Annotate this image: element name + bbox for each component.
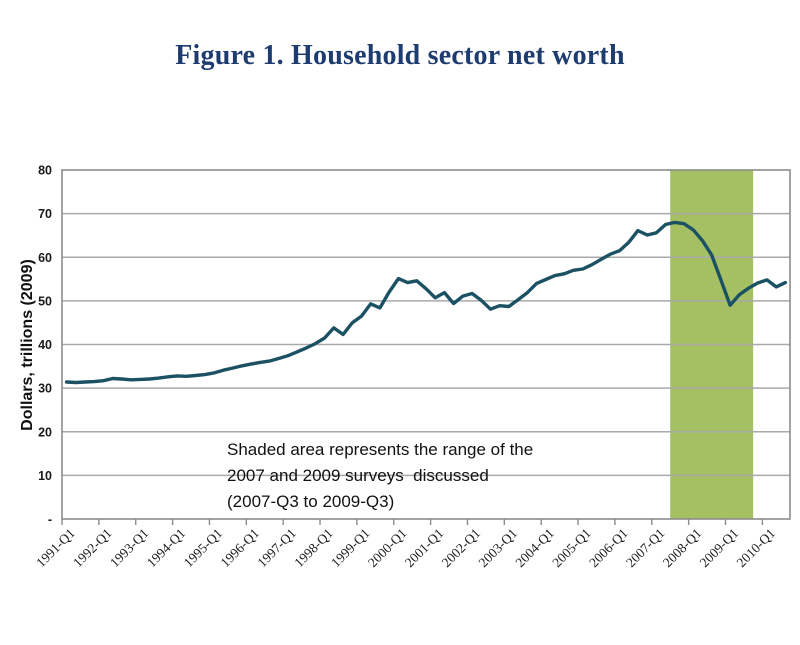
y-axis-title: Dollars, trillions (2009) bbox=[19, 259, 36, 431]
y-tick-label: 50 bbox=[38, 294, 52, 308]
x-tick-label: 2008-Q1 bbox=[660, 526, 705, 571]
shaded-area-annotation: Shaded area represents the range of the … bbox=[227, 440, 534, 511]
x-tick-label: 1994-Q1 bbox=[144, 526, 189, 571]
x-tick-label: 1992-Q1 bbox=[70, 526, 115, 571]
x-tick-label: 2002-Q1 bbox=[439, 526, 484, 571]
x-tick-label: 2005-Q1 bbox=[549, 526, 594, 571]
x-tick-label: 1991-Q1 bbox=[33, 526, 78, 571]
x-tick-label: 2009-Q1 bbox=[697, 526, 742, 571]
y-tick-label: 80 bbox=[38, 164, 52, 178]
y-tick-label: 30 bbox=[38, 382, 52, 396]
net-worth-line bbox=[64, 220, 788, 385]
x-tick-label: 2001-Q1 bbox=[402, 526, 447, 571]
x-tick-label: 1995-Q1 bbox=[181, 526, 226, 571]
y-tick-label: 20 bbox=[38, 425, 52, 439]
x-tick-label: 2004-Q1 bbox=[512, 526, 557, 571]
x-tick-label: 1993-Q1 bbox=[107, 526, 152, 571]
x-tick-label: 2007-Q1 bbox=[623, 526, 668, 571]
x-tick-label: 2000-Q1 bbox=[365, 526, 410, 571]
y-tick-label: 10 bbox=[38, 469, 52, 483]
x-tick-label: 1998-Q1 bbox=[291, 526, 336, 571]
x-tick-label: 2003-Q1 bbox=[476, 526, 521, 571]
x-tick-label: 1997-Q1 bbox=[254, 526, 299, 571]
y-tick-label: 40 bbox=[38, 338, 52, 352]
y-tick-label: - bbox=[48, 513, 52, 527]
plot-border bbox=[61, 169, 791, 520]
x-tick-label: 2006-Q1 bbox=[586, 526, 631, 571]
y-tick-label: 60 bbox=[38, 251, 52, 265]
x-tick-label: 1999-Q1 bbox=[328, 526, 373, 571]
x-tick-label: 1996-Q1 bbox=[217, 526, 262, 571]
y-tick-label: 70 bbox=[38, 207, 52, 221]
figure-title: Figure 1. Household sector net worth bbox=[175, 40, 625, 71]
x-tick-label: 2010-Q1 bbox=[734, 526, 779, 571]
